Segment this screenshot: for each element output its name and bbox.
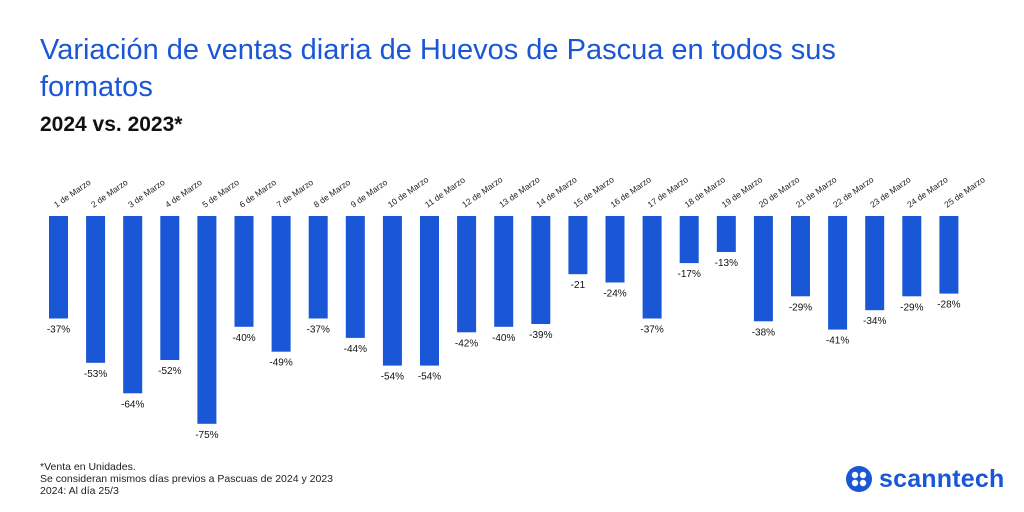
x-tick-label: 7 de Marzo — [275, 177, 316, 210]
bar — [791, 216, 810, 297]
footnote-line: Se consideran mismos días previos a Pasc… — [40, 473, 334, 485]
bar — [86, 216, 106, 363]
x-tick-label: 9 de Marzo — [349, 177, 390, 210]
footnotes: *Venta en Unidades. Se consideran mismos… — [40, 461, 333, 497]
bar — [345, 216, 365, 338]
bar — [234, 216, 254, 327]
data-label: -49% — [269, 358, 292, 369]
data-label: -54% — [381, 372, 404, 383]
bar — [531, 216, 551, 324]
bar — [123, 216, 143, 394]
data-label: -37% — [307, 325, 330, 336]
bar — [420, 216, 439, 366]
bar — [457, 216, 477, 333]
x-tick-label: 1 de Marzo — [52, 177, 93, 210]
bar — [160, 216, 180, 360]
data-label: -42% — [455, 338, 478, 349]
data-label: -29% — [789, 302, 812, 313]
data-label: -28% — [937, 300, 960, 311]
bar — [49, 216, 68, 319]
data-label: -40% — [492, 333, 515, 344]
data-label: -75% — [195, 430, 218, 441]
data-label: -38% — [752, 327, 775, 338]
data-label: -40% — [232, 333, 255, 344]
data-label: -37% — [640, 325, 663, 336]
bar-chart: -37% 1 de Marzo -53% 2 de Marzo -64% 3 de Mar… — [47, 174, 987, 441]
brand-name: scanntech — [879, 464, 1005, 493]
data-label: -17% — [678, 269, 701, 280]
bar — [828, 216, 848, 330]
bar — [642, 216, 662, 319]
data-label: -52% — [158, 366, 181, 377]
bar — [939, 216, 959, 294]
bar — [308, 216, 328, 319]
bar — [382, 216, 402, 366]
x-tick-label: 4 de Marzo — [163, 177, 204, 210]
footnote-line: 2024: Al día 25/3 — [40, 485, 119, 497]
bar — [902, 216, 922, 297]
data-label: -53% — [84, 369, 107, 380]
bar — [197, 216, 217, 424]
data-label: -34% — [863, 316, 886, 327]
bar — [568, 216, 588, 275]
x-tick-label: 11 de Marzo — [423, 175, 467, 210]
chart-subtitle: 2024 vs. 2023* — [40, 113, 183, 136]
data-label: -64% — [121, 399, 144, 410]
x-tick-label: 25 de Marzo — [942, 174, 987, 209]
x-tick-label: 6 de Marzo — [237, 177, 278, 210]
data-label: -21 — [571, 280, 586, 291]
bar — [865, 216, 885, 311]
brand-logo: scanntech — [845, 463, 1004, 495]
x-tick-label: 5 de Marzo — [200, 177, 241, 210]
data-label: -24% — [603, 289, 626, 300]
data-label: -54% — [418, 372, 441, 383]
footnote-line: *Venta en Unidades. — [40, 461, 136, 473]
x-tick-label: 3 de Marzo — [126, 177, 167, 210]
data-label: -29% — [900, 302, 923, 313]
data-label: -41% — [826, 336, 849, 347]
data-label: -13% — [715, 258, 738, 269]
bar — [716, 216, 736, 252]
bar — [494, 216, 514, 327]
chart-title: Variación de ventas diaria de Huevos de … — [40, 34, 836, 103]
bar — [605, 216, 625, 283]
scanntech-logo-icon — [846, 466, 872, 492]
bar — [753, 216, 773, 322]
bar — [271, 216, 291, 352]
data-label: -37% — [47, 325, 70, 336]
data-label: -44% — [344, 344, 367, 355]
bar — [679, 216, 699, 264]
x-tick-label: 2 de Marzo — [89, 177, 130, 210]
x-tick-label: 8 de Marzo — [312, 177, 353, 210]
data-label: -39% — [529, 330, 552, 341]
